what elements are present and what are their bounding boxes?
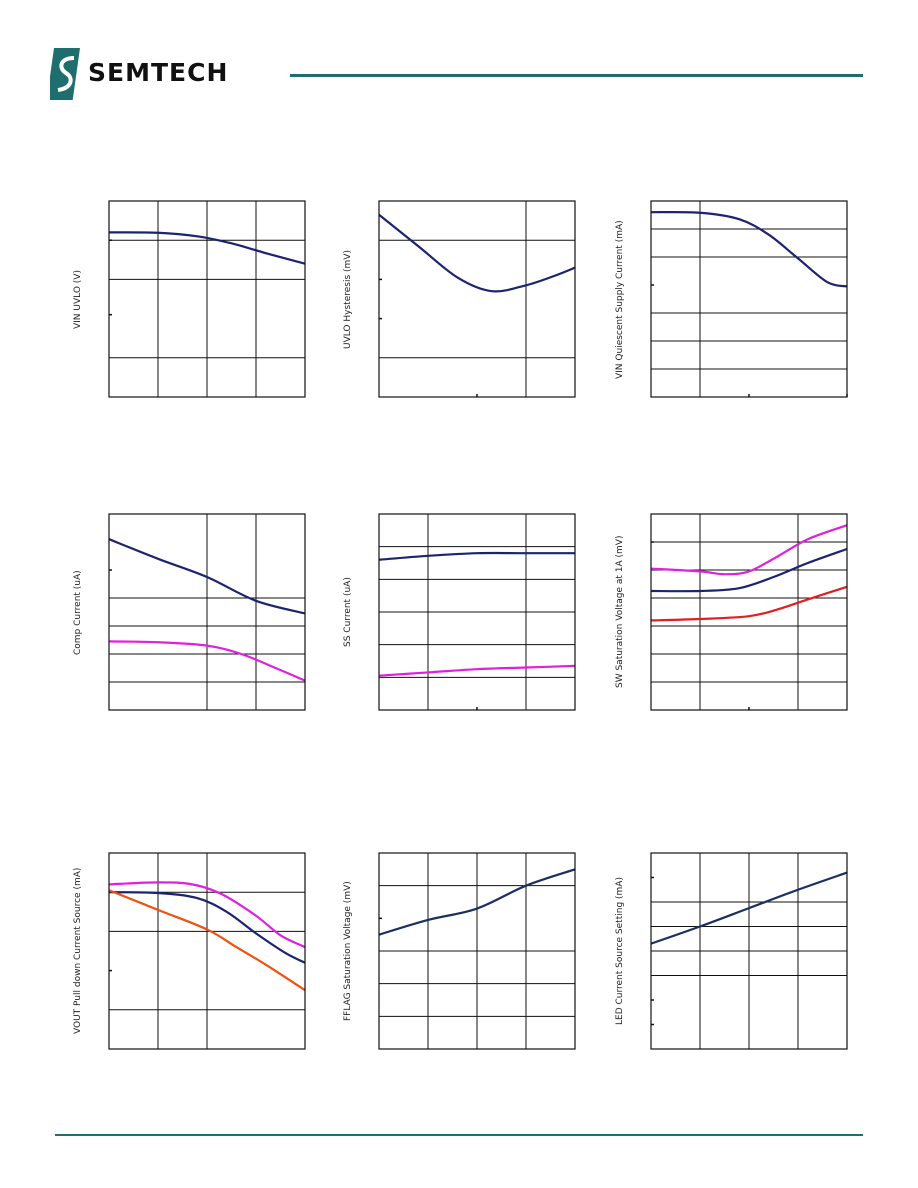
plot-frame [108, 513, 306, 711]
series-line [108, 231, 306, 265]
series-line [650, 210, 848, 288]
series-line [108, 538, 306, 615]
chart-svg [650, 513, 848, 711]
y-axis-label: LED Current Source Setting (mA) [615, 877, 625, 1025]
chart-svg [108, 513, 306, 711]
chart-vin-quiescent-current: VIN Quiescent Supply Current (mA) [612, 195, 852, 425]
plot-frame [650, 200, 848, 398]
series-line [378, 551, 575, 561]
chart-ss-current: SS Current (uA) [340, 508, 580, 738]
y-axis-label: VIN Quiescent Supply Current (mA) [615, 219, 625, 379]
series-line [378, 664, 576, 677]
chart-svg [108, 200, 306, 398]
header-rule [290, 74, 863, 77]
semtech-logo: SEMTECH [50, 48, 280, 100]
series-line [378, 868, 576, 936]
chart-vout-pulldown-current: VOUT Pull down Current Source (mA) [70, 847, 310, 1077]
plot-frame [378, 513, 576, 711]
chart-uvlo-hysteresis: UVLO Hysteresis (mV) [340, 195, 580, 425]
plot-frame [650, 513, 848, 711]
plot-frame [650, 852, 848, 1050]
y-axis-label: SW Saturation Voltage at 1A (mV) [615, 535, 625, 688]
plot-frame [108, 852, 306, 1050]
series-line [650, 871, 848, 945]
y-axis-label: Comp Current (uA) [73, 569, 83, 655]
series-line [650, 547, 848, 593]
plot-frame [378, 200, 576, 398]
chart-comp-current: Comp Current (uA) [70, 508, 310, 738]
chart-vin-uvlo: VIN UVLO (V) [70, 195, 310, 425]
y-axis-label: VIN UVLO (V) [73, 269, 83, 329]
series-line [378, 213, 576, 293]
footer-rule [55, 1134, 863, 1136]
series-line [650, 585, 848, 622]
chart-led-current-setting: LED Current Source Setting (mA) [612, 847, 852, 1077]
chart-svg [378, 513, 576, 711]
series-line [108, 889, 306, 992]
y-axis-label: FFLAG Saturation Voltage (mV) [343, 881, 353, 1021]
chart-svg [378, 200, 576, 398]
y-axis-label: SS Current (uA) [343, 577, 353, 647]
series-line [108, 891, 306, 964]
series-line [650, 524, 848, 576]
chart-svg [378, 852, 576, 1050]
y-axis-label: VOUT Pull down Current Source (mA) [73, 867, 83, 1034]
plot-frame [108, 200, 306, 398]
semtech-logo-mark-icon [50, 48, 80, 100]
series-line [108, 881, 306, 949]
y-axis-label: UVLO Hysteresis (mV) [343, 249, 353, 349]
brand-name: SEMTECH [88, 58, 229, 87]
plot-frame [378, 852, 576, 1050]
chart-sw-saturation-voltage: SW Saturation Voltage at 1A (mV) [612, 508, 852, 738]
chart-svg [650, 200, 848, 398]
chart-fflag-saturation-voltage: FFLAG Saturation Voltage (mV) [340, 847, 580, 1077]
series-line [108, 640, 306, 682]
chart-svg [650, 852, 848, 1050]
chart-svg [108, 852, 306, 1050]
